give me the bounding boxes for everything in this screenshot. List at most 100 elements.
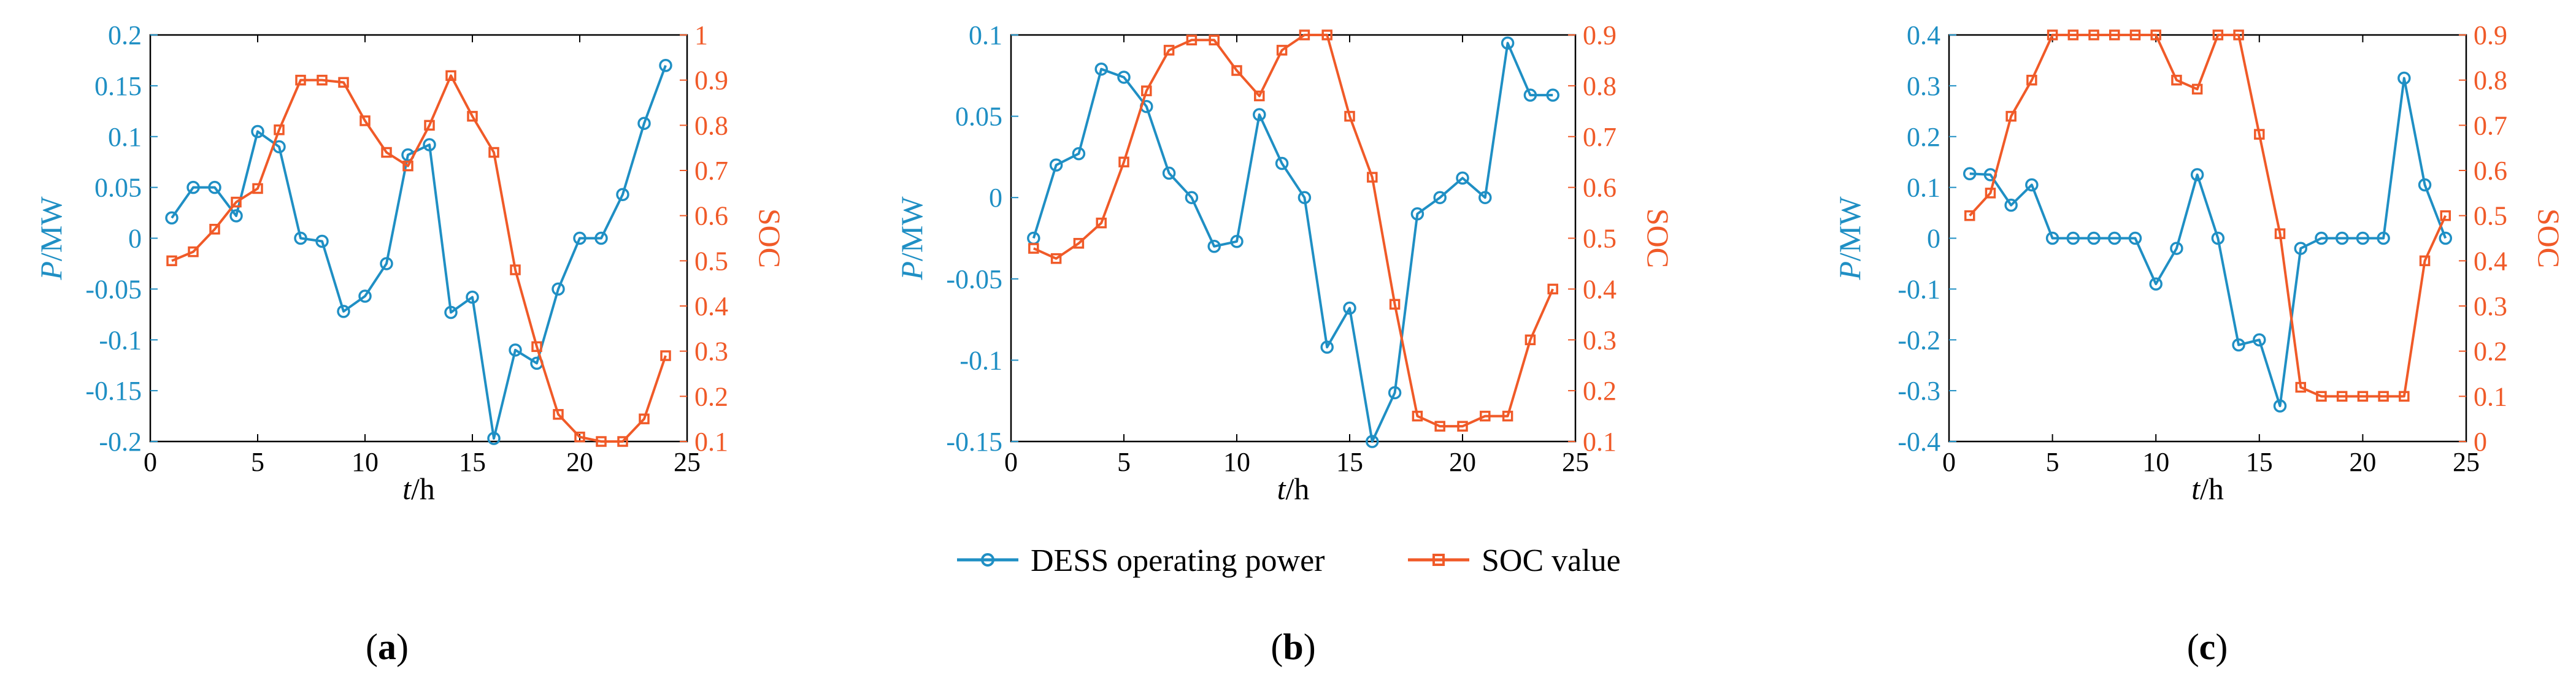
- y2-tick-label: 0.1: [694, 427, 728, 457]
- power-point: [208, 180, 221, 194]
- power-point: [2356, 231, 2370, 245]
- y-tick-label: -0.1: [1897, 274, 1940, 304]
- power-point: [2190, 168, 2204, 182]
- power-series: [165, 58, 672, 445]
- x-tick-label: 0: [1942, 447, 1956, 477]
- power-point: [2397, 71, 2411, 85]
- power-point: [2232, 338, 2245, 352]
- soc-point: [2088, 29, 2099, 40]
- power-point: [1478, 191, 1492, 204]
- power-point: [1546, 88, 1559, 102]
- panel-label-close: ): [1304, 627, 1316, 667]
- soc-line: [1032, 34, 1555, 428]
- soc-point: [2171, 74, 2182, 86]
- panel-label: (a): [366, 627, 409, 667]
- x-tick-label: 15: [459, 447, 486, 477]
- chart-panel-b: 0 5 10 15 20 25 -0.15 -0.1 -0.05 0 0.05 0.1 0.1 0.2 0.…: [894, 20, 1675, 667]
- y-tick-label: 0.1: [108, 122, 142, 152]
- y-axis-label: P/MW: [1832, 196, 1867, 281]
- soc-point: [338, 77, 349, 88]
- power-point: [1094, 62, 1108, 76]
- power-point: [1456, 171, 1469, 185]
- soc-point: [1073, 238, 1085, 249]
- soc-point: [209, 224, 220, 235]
- power-point: [509, 343, 522, 357]
- power-point: [594, 231, 608, 245]
- y-tick-label: 0.3: [1907, 71, 1940, 101]
- soc-point: [274, 124, 285, 136]
- power-point: [2087, 231, 2101, 245]
- y-tick-label: -0.05: [85, 274, 142, 304]
- y-tick-label: -0.2: [99, 427, 142, 457]
- soc-point: [2233, 29, 2244, 40]
- power-point: [1298, 191, 1312, 204]
- y2-tick-label: 0.8: [694, 110, 728, 140]
- y-tick-label: -0.1: [959, 345, 1002, 375]
- soc-point: [1141, 85, 1152, 96]
- panel-label-letter: c: [2199, 627, 2216, 667]
- y-tick-label: 0: [989, 183, 1002, 213]
- y2-tick-label: 0.4: [694, 291, 728, 321]
- plot-frame: [1010, 34, 1577, 443]
- soc-point: [2150, 29, 2161, 40]
- y2-tick-label: 0.7: [694, 156, 728, 186]
- y2-tick-label: 0.2: [694, 381, 728, 411]
- y2-tick-label: 0.3: [1583, 325, 1617, 355]
- power-point: [2273, 399, 2287, 413]
- soc-point: [166, 255, 177, 267]
- legend-soc-label: SOC value: [1482, 543, 1621, 578]
- soc-point: [1547, 283, 1558, 295]
- y2-axis-label: SOC: [1641, 208, 1675, 268]
- y2-tick-label: 0.6: [694, 201, 728, 231]
- power-point: [1185, 191, 1199, 204]
- soc-point: [1480, 410, 1491, 422]
- power-series: [1963, 71, 2453, 413]
- power-point: [616, 188, 629, 201]
- power-point: [1207, 240, 1221, 253]
- x-axis-label-var: t: [402, 472, 412, 506]
- x-axis-label-var: t: [1277, 472, 1286, 506]
- soc-point: [617, 436, 628, 447]
- panel-label-letter: b: [1283, 627, 1303, 667]
- x-axis-label-var: t: [2191, 472, 2201, 506]
- power-point: [2149, 277, 2163, 291]
- chart-panel-a: 0 5 10 15 20 25 -0.2 -0.15 -0.1 -0.05 0 0.05 0.1 0.15…: [34, 20, 787, 667]
- power-point: [358, 289, 372, 303]
- y-axis-label-unit: /MW: [34, 196, 68, 261]
- soc-point: [531, 341, 542, 353]
- power-point: [2377, 231, 2390, 245]
- power-point: [423, 138, 436, 151]
- power-point: [1275, 156, 1289, 170]
- soc-point: [188, 246, 199, 258]
- y-tick-label: -0.4: [1897, 427, 1940, 457]
- y2-tick-label: 0.2: [1583, 376, 1617, 406]
- power-point: [1410, 207, 1424, 221]
- x-tick-label: 25: [1562, 447, 1589, 477]
- power-point: [2253, 333, 2266, 346]
- soc-point: [2357, 391, 2369, 402]
- y2-axis-label: SOC: [753, 208, 787, 268]
- power-point: [2294, 242, 2307, 255]
- power-point: [2045, 231, 2059, 245]
- legend-power: DESS operating power: [957, 543, 1325, 578]
- soc-point: [1096, 217, 1107, 229]
- power-point: [2004, 198, 2018, 212]
- y-tick-label: 0.2: [108, 20, 142, 50]
- x-tick-label: 5: [1117, 447, 1131, 477]
- power-line: [171, 65, 667, 440]
- power-point: [186, 180, 200, 194]
- x-axis-label: t/h: [402, 472, 435, 506]
- legend-power-marker: [981, 553, 994, 567]
- soc-point: [2378, 391, 2389, 402]
- power-point: [2128, 231, 2142, 245]
- soc-point: [510, 264, 521, 275]
- soc-point: [2254, 129, 2265, 140]
- y2-tick-label: 0.9: [694, 66, 728, 96]
- soc-point: [1254, 90, 1265, 102]
- y-tick-label: -0.05: [946, 264, 1002, 294]
- soc-point: [2191, 83, 2203, 95]
- soc-point: [488, 147, 499, 158]
- soc-series: [1028, 29, 1558, 432]
- legend-power-label: DESS operating power: [1031, 543, 1325, 578]
- x-tick-label: 25: [674, 447, 701, 477]
